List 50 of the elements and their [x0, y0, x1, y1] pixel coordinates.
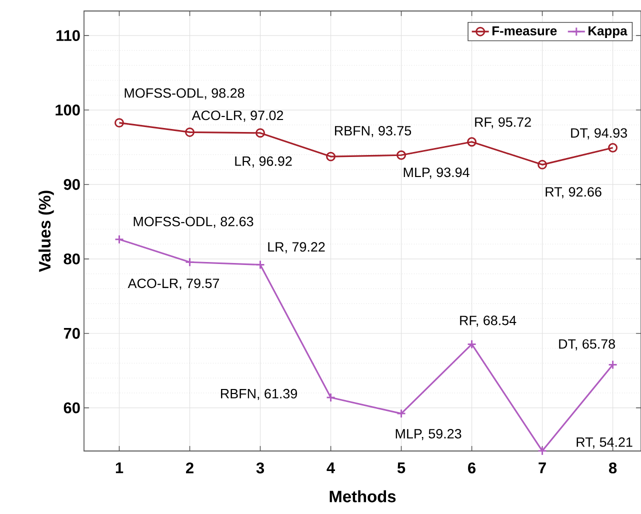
point [608, 143, 618, 152]
point [396, 150, 406, 160]
point [326, 152, 336, 162]
x-tick-label: 7 [538, 462, 546, 474]
point [114, 118, 124, 128]
point [256, 128, 266, 138]
x-tick-label: 1 [116, 462, 124, 474]
annotation: RBFN, 93.75 [335, 126, 412, 138]
point [326, 392, 336, 402]
annotation: RT, 54.21 [576, 437, 632, 448]
y-axis-title: Values (%) [38, 190, 54, 272]
point [538, 160, 548, 170]
x-tick-label: 2 [186, 462, 194, 474]
y-tick-label: 70 [64, 328, 80, 339]
annotation: DT, 94.93 [571, 128, 627, 140]
x-tick-label: 6 [468, 462, 476, 474]
point [185, 127, 194, 137]
point [396, 408, 406, 418]
y-tick-label: 100 [56, 104, 80, 116]
annotation: RBFN, 61.39 [221, 388, 297, 400]
x-tick-label: 5 [397, 462, 406, 474]
annotation: MLP, 59.23 [396, 428, 462, 440]
y-tick-label: 90 [64, 179, 80, 190]
point [185, 257, 194, 267]
legend-label: F-measure [492, 26, 557, 36]
annotation: MLP, 93.94 [404, 168, 470, 179]
y-tick-label: 110 [56, 30, 80, 42]
annotation: MOFSS-ODL, 98.28 [124, 88, 244, 100]
legend-label: Kappa [588, 26, 628, 38]
x-tick-label: 8 [608, 462, 617, 474]
point [467, 340, 477, 349]
point [608, 360, 618, 370]
annotation: ACO-LR, 79.57 [128, 278, 220, 290]
annotation: RT, 92.66 [546, 187, 602, 198]
annotation: ACO-LR, 97.02 [192, 110, 284, 122]
annotation: MOFSS-ODL, 82.63 [134, 216, 254, 228]
point [538, 446, 548, 456]
annotation: RF, 68.54 [460, 316, 516, 327]
y-tick-label: 60 [64, 402, 80, 414]
point [467, 137, 477, 147]
y-tick-label: 80 [64, 253, 80, 264]
annotation: LR, 96.92 [235, 156, 292, 168]
annotation: DT, 65.78 [559, 339, 615, 350]
annotation: LR, 79.22 [268, 242, 325, 254]
annotation: RF, 95.72 [475, 117, 531, 128]
x-axis-title: Methods [330, 490, 396, 502]
point [114, 234, 124, 244]
point [256, 260, 266, 270]
x-tick-label: 4 [326, 462, 335, 474]
x-tick-label: 3 [256, 462, 264, 474]
